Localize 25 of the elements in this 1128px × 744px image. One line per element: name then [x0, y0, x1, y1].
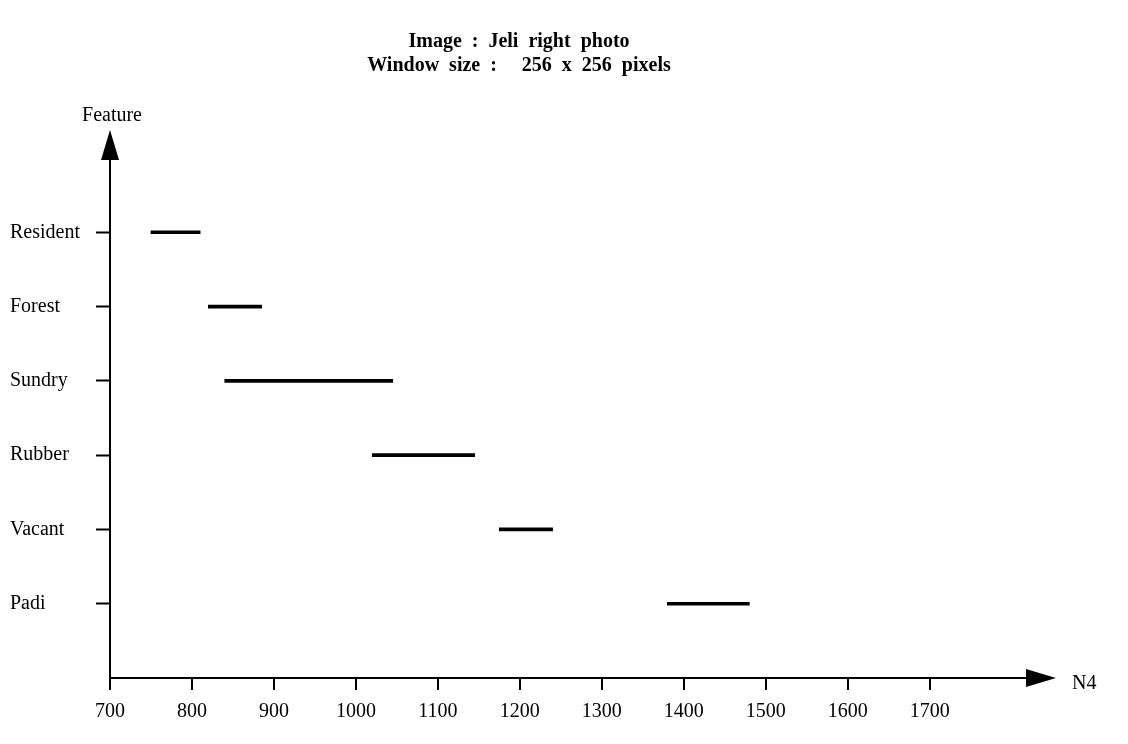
- bar: [150, 230, 201, 235]
- x-tick-label: 900: [258, 699, 289, 722]
- bar: [371, 453, 476, 457]
- x-tick-label: 1300: [581, 699, 622, 722]
- x-tick-label: 1400: [663, 699, 704, 722]
- y-tick-label: Padi: [10, 590, 46, 613]
- chart-title: Image : Jeli right photo: [408, 29, 630, 53]
- chart-subtitle: Window size : 256 x 256 pixels: [367, 53, 671, 77]
- y-tick-label: Resident: [10, 219, 81, 242]
- y-axis-title: Feature: [82, 103, 143, 126]
- x-tick-label: 1000: [335, 699, 376, 722]
- x-tick-label: 800: [176, 699, 207, 722]
- x-tick-label: 1700: [909, 699, 950, 722]
- y-tick-label: Rubber: [10, 442, 70, 465]
- y-tick-label: Sundry: [10, 368, 68, 392]
- bar: [667, 601, 750, 606]
- y-tick-label: Forest: [10, 293, 61, 316]
- x-axis-title: N4: [1072, 671, 1097, 694]
- x-tick-label: 700: [94, 699, 125, 722]
- bar: [224, 379, 394, 383]
- y-tick-label: Vacant: [10, 516, 65, 539]
- x-tick-label: 1500: [745, 699, 786, 722]
- x-tick-label: 1200: [499, 699, 540, 722]
- x-tick-label: 1600: [827, 699, 868, 722]
- x-tick-label: 1100: [418, 699, 458, 722]
